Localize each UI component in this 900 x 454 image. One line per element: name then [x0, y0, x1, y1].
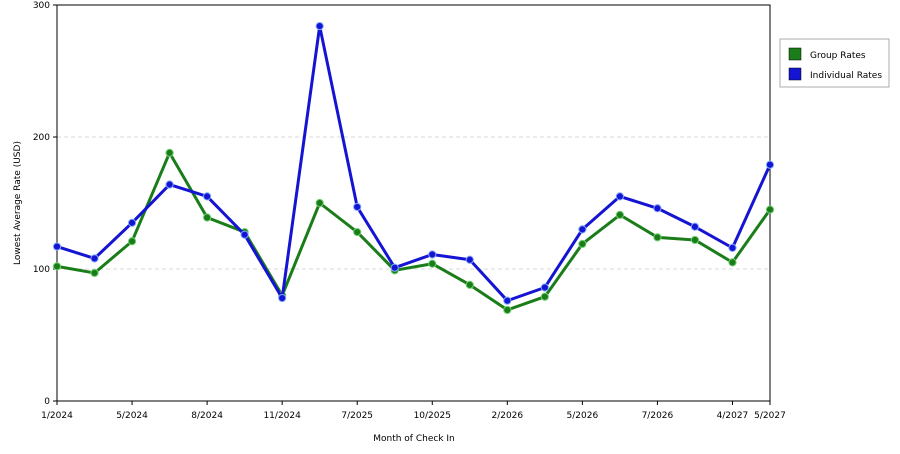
x-tick-label: 10/2025 — [414, 411, 451, 421]
data-point — [165, 180, 174, 189]
x-tick-label: 7/2026 — [642, 411, 674, 421]
data-point — [503, 296, 512, 305]
data-point — [540, 292, 549, 301]
data-point — [315, 198, 324, 208]
data-point — [653, 233, 662, 242]
series — [52, 22, 775, 315]
data-point — [728, 258, 737, 267]
data-point — [353, 227, 362, 237]
data-point — [315, 22, 324, 31]
legend-swatch — [788, 47, 802, 61]
data-point — [465, 255, 474, 264]
legend-label: Individual Rates — [810, 71, 882, 81]
data-point — [240, 230, 249, 239]
data-point — [127, 237, 137, 246]
data-point — [765, 160, 775, 169]
x-tick-label: 2/2026 — [491, 411, 523, 421]
data-point — [578, 225, 587, 234]
y-tick-label: 100 — [33, 265, 50, 275]
legend-label: Group Rates — [810, 51, 866, 61]
data-point — [52, 262, 62, 271]
plot-area-frame — [56, 4, 771, 402]
data-point — [578, 239, 587, 249]
data-point — [728, 243, 737, 252]
y-tick-label: 200 — [33, 133, 50, 143]
series-1 — [52, 22, 775, 305]
x-tick-label: 8/2024 — [191, 411, 223, 421]
y-tick-label: 300 — [33, 1, 50, 11]
data-point — [615, 210, 624, 219]
x-tick-label: 5/2026 — [567, 411, 599, 421]
y-axis-ticks: 0 100 200 300 — [33, 1, 57, 407]
data-point — [765, 205, 775, 214]
axes — [56, 4, 771, 402]
data-point — [653, 204, 662, 213]
data-point — [503, 305, 512, 315]
data-point — [90, 254, 99, 263]
data-point — [90, 268, 99, 278]
data-point — [203, 192, 212, 201]
x-axis-title: Month of Check In — [373, 434, 455, 444]
data-point — [390, 263, 399, 272]
y-tick-label: 0 — [44, 397, 50, 407]
data-point — [165, 148, 174, 157]
data-point — [615, 192, 624, 201]
x-tick-label: 11/2024 — [263, 411, 301, 421]
x-axis-ticks: 1/2024 5/2024 8/2024 11/2024 7/2025 10/2025 2/… — [41, 401, 786, 421]
y-axis-title: Lowest Average Rate (USD) — [13, 141, 23, 265]
x-tick-label: 4/2027 — [717, 411, 749, 421]
x-tick-label: 1/2024 — [41, 411, 73, 421]
data-point — [690, 222, 700, 231]
data-point — [465, 280, 474, 289]
data-point — [428, 250, 437, 259]
x-tick-label: 5/2024 — [116, 411, 148, 421]
data-point — [203, 213, 212, 222]
series-line — [56, 151, 772, 312]
data-point — [52, 242, 62, 251]
data-point — [540, 283, 549, 292]
series-0 — [52, 148, 775, 315]
data-point — [353, 202, 362, 212]
data-point — [278, 293, 287, 303]
x-tick-label: 5/2027 — [754, 411, 786, 421]
data-point — [127, 218, 137, 227]
data-point — [428, 259, 437, 268]
grid — [57, 136, 770, 270]
x-tick-label: 7/2025 — [341, 411, 373, 421]
data-point — [690, 235, 700, 245]
legend-swatch — [788, 67, 802, 81]
series-line — [56, 24, 772, 303]
legend: Group Rates Individual Rates — [779, 38, 890, 88]
